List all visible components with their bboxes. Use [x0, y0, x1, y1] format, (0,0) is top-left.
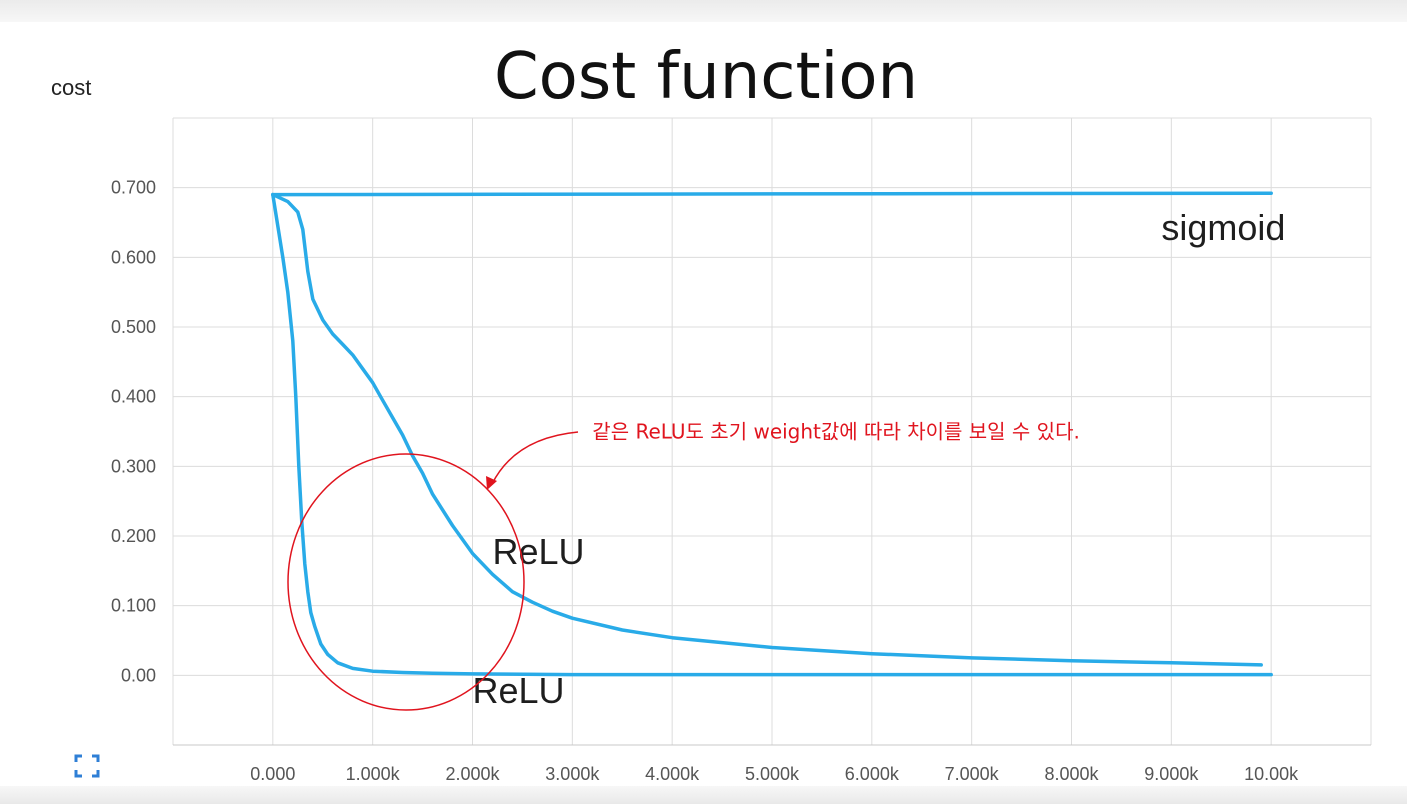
series-label-2: ReLU: [492, 531, 584, 572]
bottom-bar: [0, 786, 1407, 804]
x-tick-label: 7.000k: [945, 764, 1000, 784]
annotation-arrowhead: [486, 476, 497, 490]
annotation-note: 같은 ReLU도 초기 weight값에 따라 차이를 보일 수 있다.: [592, 419, 1080, 443]
series-line-2: [271, 192, 1263, 667]
highlight-circle: [287, 453, 525, 711]
y-tick-label: 0.600: [111, 247, 156, 267]
x-tick-label: 6.000k: [845, 764, 900, 784]
chart-title: Cost function: [494, 40, 918, 114]
grid: [172, 117, 1372, 746]
x-tick-label: 0.000: [250, 764, 295, 784]
fullscreen-icon[interactable]: [74, 754, 100, 778]
annotations: sigmoid ReLU ReLU 같은 ReLU도 초기 weight값에 따라 차…: [473, 207, 1286, 711]
y-tick-label: 0.00: [121, 665, 156, 685]
x-tick-label: 5.000k: [745, 764, 800, 784]
top-bar: [0, 0, 1407, 22]
y-tick-label: 0.200: [111, 526, 156, 546]
annotation-arrow: [491, 431, 579, 485]
x-tick-label: 8.000k: [1044, 764, 1099, 784]
x-tick-label: 4.000k: [645, 764, 700, 784]
y-axis-label: cost: [51, 75, 91, 100]
y-tick-label: 0.700: [111, 178, 156, 198]
x-tick-label: 1.000k: [346, 764, 401, 784]
y-axis-ticks: 0.00 0.100 0.200 0.300 0.400 0.500 0.600 0.700: [111, 178, 156, 686]
series-line-3: [271, 192, 1273, 677]
x-tick-label: 10.00k: [1244, 764, 1299, 784]
x-tick-label: 2.000k: [445, 764, 500, 784]
y-tick-label: 0.300: [111, 456, 156, 476]
series-group: [271, 191, 1273, 677]
series-label-3: ReLU: [473, 670, 565, 711]
x-tick-label: 9.000k: [1144, 764, 1199, 784]
x-tick-label: 3.000k: [545, 764, 600, 784]
series-line-1: [271, 191, 1273, 197]
y-tick-label: 0.400: [111, 387, 156, 407]
y-tick-label: 0.100: [111, 596, 156, 616]
x-axis-ticks: 0.000 1.000k 2.000k 3.000k 4.000k 5.000k 6.000…: [250, 764, 1299, 784]
series-label-1: sigmoid: [1161, 207, 1285, 248]
y-tick-label: 0.500: [111, 317, 156, 337]
